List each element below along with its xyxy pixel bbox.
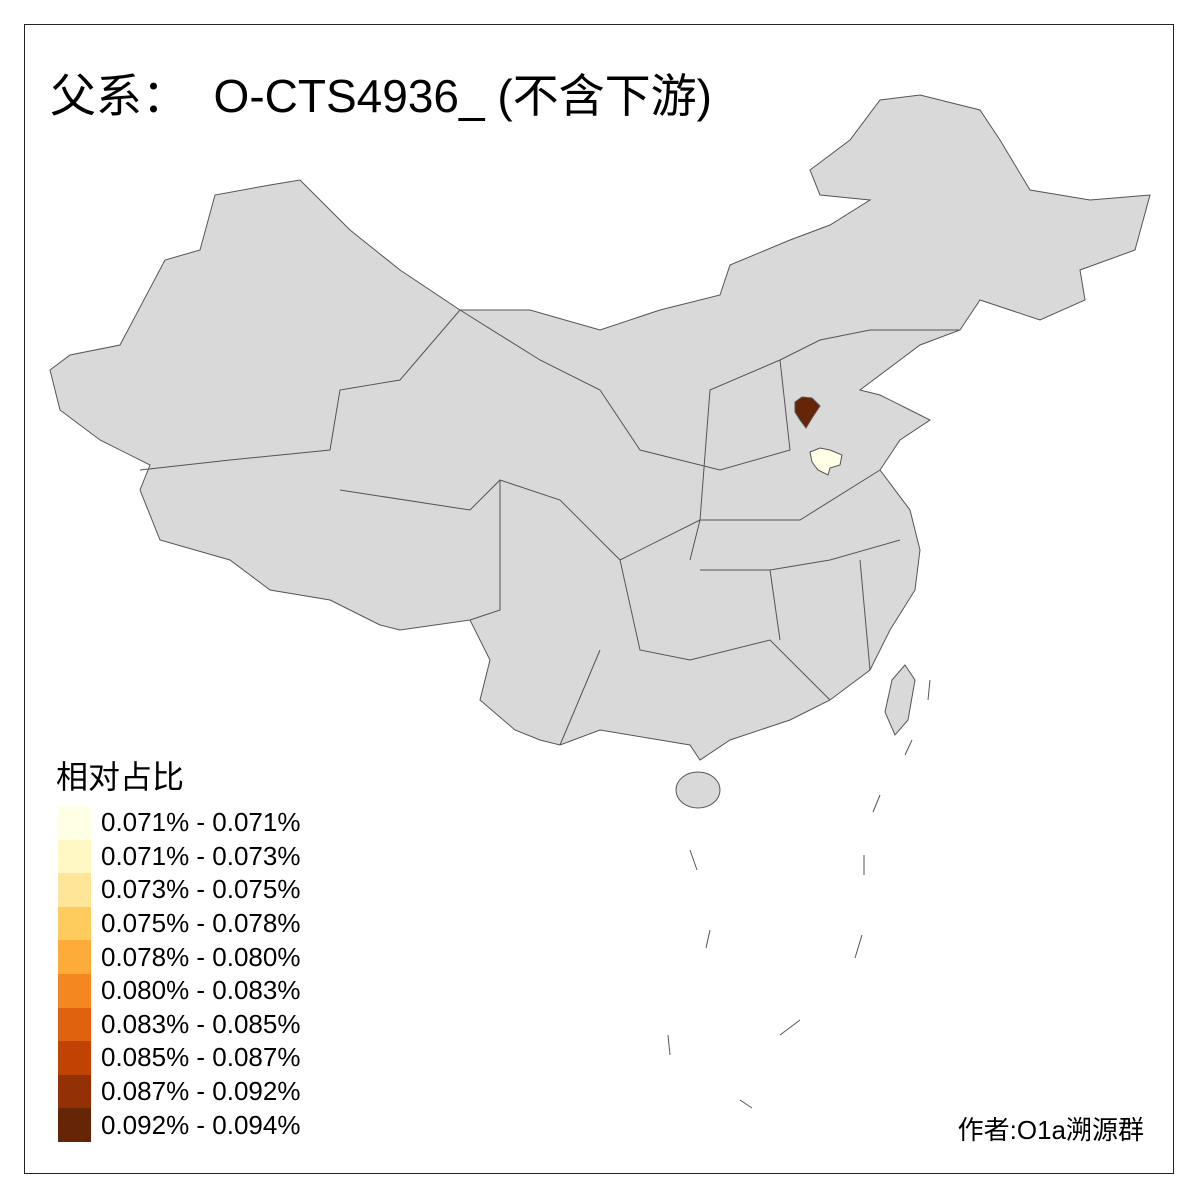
legend-label: 0.073% - 0.075% <box>101 874 301 905</box>
legend-title: 相对占比 <box>56 759 185 795</box>
legend-item: 0.087% - 0.092% <box>58 1074 301 1109</box>
legend-swatch <box>58 1007 91 1042</box>
highlighted-region-dark <box>794 396 821 429</box>
legend-label: 0.085% - 0.087% <box>101 1042 301 1073</box>
legend-label: 0.083% - 0.085% <box>101 1008 301 1039</box>
legend-label: 0.071% - 0.071% <box>101 807 301 838</box>
legend-item: 0.071% - 0.073% <box>58 839 301 874</box>
legend-label: 0.071% - 0.073% <box>101 840 301 871</box>
legend-label: 0.092% - 0.094% <box>101 1109 301 1140</box>
legend-item: 0.092% - 0.094% <box>58 1108 300 1142</box>
legend-label: 0.075% - 0.078% <box>101 908 301 939</box>
legend-swatch <box>58 906 91 941</box>
province-borders <box>139 309 960 746</box>
legend-swatch <box>58 940 91 974</box>
legend-item: 0.073% - 0.075% <box>58 873 300 907</box>
legend-swatch <box>58 1041 91 1075</box>
author-credit: 作者:O1a溯源群 <box>957 1115 1144 1145</box>
legend-item: 0.080% - 0.083% <box>58 973 301 1008</box>
legend-label: 0.080% - 0.083% <box>101 975 301 1006</box>
legend-label: 0.087% - 0.092% <box>101 1076 301 1107</box>
taiwan-island <box>884 664 916 736</box>
mainland-region <box>49 94 1151 761</box>
legend-item: 0.075% - 0.078% <box>58 906 301 941</box>
legend-item: 0.083% - 0.085% <box>58 1007 301 1042</box>
highlighted-region-light <box>809 447 843 476</box>
legend-swatch <box>58 973 91 1008</box>
legend-swatch <box>58 873 91 907</box>
map-title: 父系： O-CTS4936_ (不含下游) <box>50 70 712 122</box>
legend-swatch <box>58 1074 91 1109</box>
legend-item: 0.085% - 0.087% <box>58 1041 300 1075</box>
south-sea-islands <box>667 679 931 1109</box>
legend-item: 0.078% - 0.080% <box>58 940 300 974</box>
legend-swatch <box>58 839 91 874</box>
plot-frame <box>24 24 1174 1174</box>
legend-label: 0.078% - 0.080% <box>101 941 301 972</box>
legend-swatch <box>58 806 91 840</box>
legend-swatch <box>58 1108 91 1142</box>
legend-item: 0.071% - 0.071% <box>58 806 300 840</box>
legend: 0.071% - 0.071% 0.071% - 0.073% 0.073% - 0… <box>58 806 300 1142</box>
hainan-island <box>675 771 721 809</box>
